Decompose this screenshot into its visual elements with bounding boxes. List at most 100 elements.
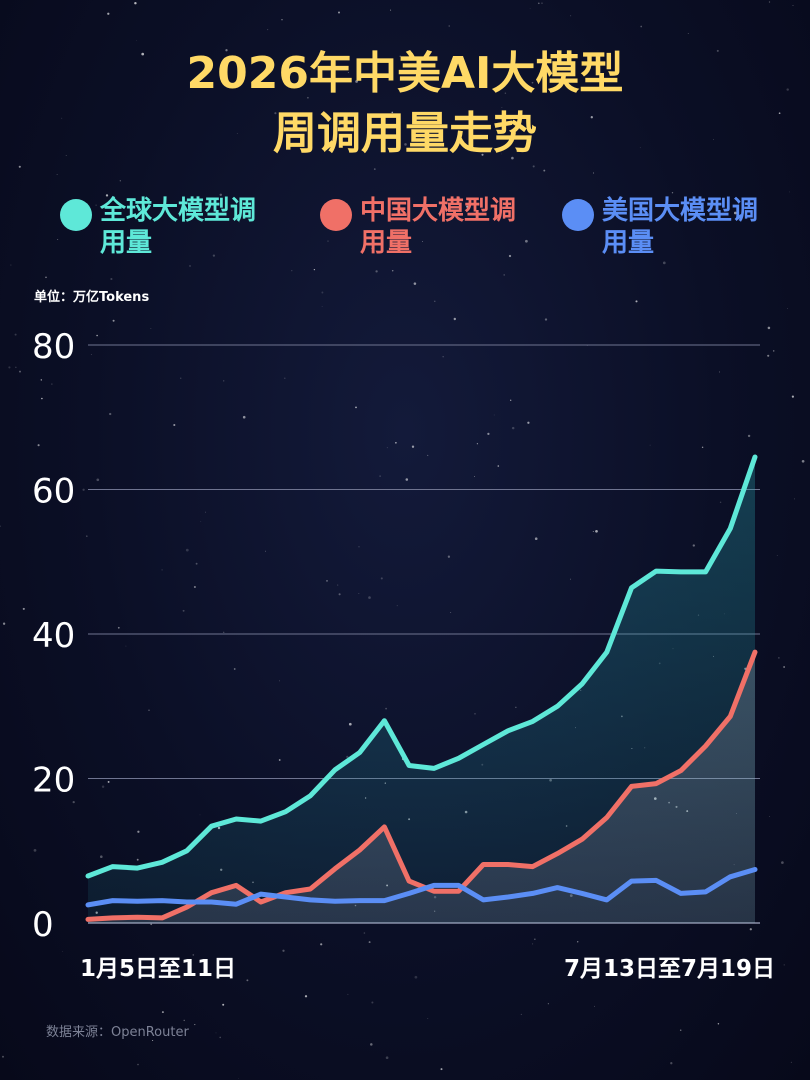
chart-title-line-1: 2026年中美AI大模型 xyxy=(186,48,624,99)
star xyxy=(112,319,115,322)
star xyxy=(363,932,366,934)
star xyxy=(265,550,266,552)
area-global xyxy=(88,457,755,923)
star xyxy=(18,165,21,168)
star xyxy=(386,447,388,449)
star xyxy=(307,96,309,99)
star xyxy=(14,333,17,336)
star xyxy=(692,544,695,547)
star xyxy=(355,80,358,83)
star xyxy=(10,264,12,266)
star xyxy=(358,593,360,594)
star xyxy=(368,941,371,944)
star xyxy=(716,49,719,52)
area-china xyxy=(88,652,755,923)
star xyxy=(570,578,572,580)
star xyxy=(687,33,689,35)
star xyxy=(466,205,469,208)
star xyxy=(182,609,185,612)
star xyxy=(529,7,531,9)
star xyxy=(338,593,341,596)
star xyxy=(511,156,514,160)
star xyxy=(219,1036,221,1039)
star xyxy=(768,1,771,3)
star xyxy=(321,306,323,307)
star xyxy=(236,133,238,134)
star xyxy=(192,954,195,956)
star xyxy=(373,168,376,170)
star xyxy=(474,712,476,715)
star xyxy=(577,941,579,943)
star xyxy=(786,88,789,91)
star xyxy=(481,153,484,156)
star xyxy=(238,1078,239,1079)
star xyxy=(510,399,512,401)
legend-label-china: 中国大模型调用量 xyxy=(360,196,517,258)
star xyxy=(404,143,407,146)
star xyxy=(193,585,196,589)
star xyxy=(547,1003,549,1005)
star xyxy=(284,377,286,379)
star xyxy=(223,380,225,382)
star xyxy=(427,454,429,456)
legend: 全球大模型调用量 中国大模型调用量 美国大模型调用量 xyxy=(0,195,810,275)
star xyxy=(593,1005,595,1007)
star xyxy=(90,353,92,355)
star xyxy=(801,459,805,463)
star xyxy=(385,1056,389,1060)
star xyxy=(321,291,324,294)
star xyxy=(747,434,751,438)
star xyxy=(45,276,47,279)
star xyxy=(136,40,137,41)
star xyxy=(57,239,59,240)
star xyxy=(713,139,714,141)
star xyxy=(15,366,17,368)
star xyxy=(411,445,415,448)
star xyxy=(96,478,100,482)
star xyxy=(434,300,436,302)
star xyxy=(33,849,37,852)
star xyxy=(141,52,145,56)
series-line-global xyxy=(85,454,758,879)
star xyxy=(474,476,475,477)
chart-title: 2026年中美AI大模型 周调用量走势 xyxy=(0,44,810,164)
star xyxy=(200,521,202,522)
star xyxy=(86,535,88,537)
star xyxy=(347,72,349,74)
star xyxy=(427,1018,429,1019)
star xyxy=(508,254,512,258)
chart-title-line-2: 周调用量走势 xyxy=(273,108,537,159)
star xyxy=(375,270,378,273)
star xyxy=(791,395,794,398)
star xyxy=(320,943,323,946)
star xyxy=(109,241,111,243)
star xyxy=(687,958,690,962)
legend-item-china: 中国大模型调用量 xyxy=(320,195,520,259)
star xyxy=(161,569,163,571)
star xyxy=(493,414,495,416)
star xyxy=(65,154,67,156)
star xyxy=(338,123,341,126)
star xyxy=(246,979,249,982)
star xyxy=(395,441,397,444)
star xyxy=(511,426,515,430)
star xyxy=(291,270,293,272)
star xyxy=(501,153,503,155)
star xyxy=(385,707,387,710)
y-tick-label: 20 xyxy=(32,761,75,801)
star xyxy=(313,268,316,271)
star xyxy=(719,501,722,503)
star xyxy=(718,371,721,373)
star xyxy=(749,928,752,931)
star xyxy=(794,498,796,500)
star xyxy=(525,239,528,243)
star xyxy=(733,211,737,215)
star xyxy=(792,5,794,7)
unit-label: 单位：万亿Tokens xyxy=(34,290,150,305)
star xyxy=(405,478,409,481)
star xyxy=(105,194,109,197)
star xyxy=(304,995,308,998)
star xyxy=(590,116,593,119)
star xyxy=(520,1013,522,1015)
star xyxy=(487,432,490,436)
